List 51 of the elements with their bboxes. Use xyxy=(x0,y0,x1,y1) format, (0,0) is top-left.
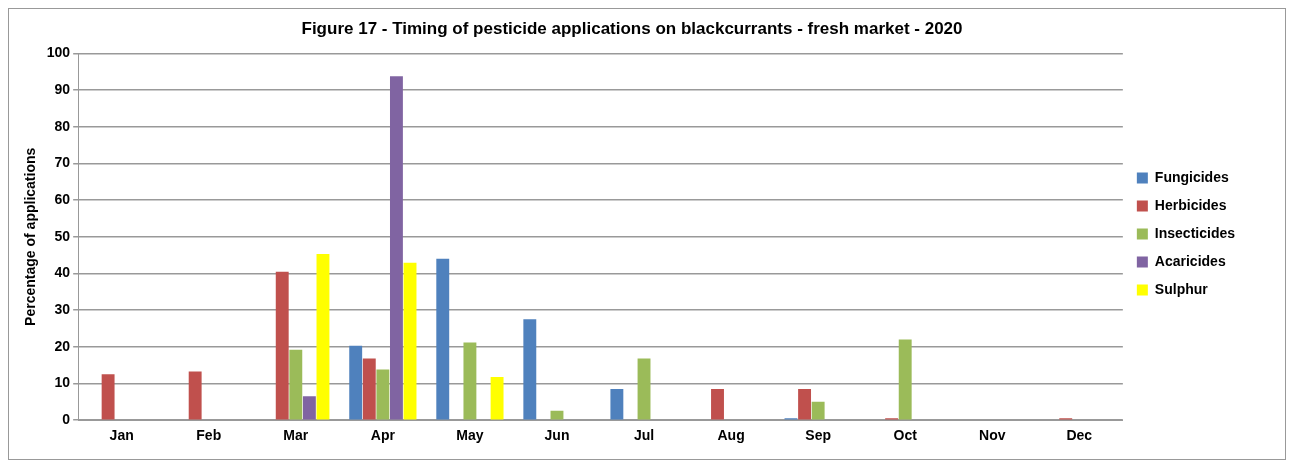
x-tick-label: Dec xyxy=(1066,427,1093,444)
bar xyxy=(711,389,724,420)
legend-label: Acaricides xyxy=(1154,252,1226,269)
y-axis-title: Percentage of applications xyxy=(22,147,39,326)
x-tick-label: Oct xyxy=(893,427,918,444)
x-tick-label: Nov xyxy=(979,427,1006,444)
legend-label: Sulphur xyxy=(1154,280,1209,297)
y-tick-label: 50 xyxy=(54,227,71,244)
y-tick-label: 30 xyxy=(54,301,71,318)
bar xyxy=(349,345,363,420)
bar xyxy=(610,389,624,420)
x-tick-label: Jan xyxy=(109,427,134,444)
bar xyxy=(463,342,477,420)
bar xyxy=(362,358,376,420)
bar xyxy=(389,76,403,420)
bar xyxy=(490,376,504,420)
y-tick-label: 60 xyxy=(54,190,71,207)
bar xyxy=(523,319,537,420)
bar xyxy=(403,262,417,420)
bar xyxy=(289,349,303,420)
y-tick-label: 100 xyxy=(46,44,71,61)
x-tick-label: Apr xyxy=(370,427,396,444)
x-tick-label: Mar xyxy=(283,427,309,444)
bar xyxy=(302,396,316,420)
bar xyxy=(436,258,450,420)
bar xyxy=(275,271,289,420)
y-tick-label: 80 xyxy=(54,117,71,134)
y-tick-label: 70 xyxy=(54,154,71,171)
legend-label: Insecticides xyxy=(1154,224,1236,241)
y-tick-label: 10 xyxy=(54,374,71,391)
x-tick-label: Feb xyxy=(196,427,222,444)
y-tick-label: 20 xyxy=(54,337,71,354)
bar xyxy=(188,371,202,420)
chart-title: Figure 17 - Timing of pesticide applications on blackcurrants - fresh market - 2020 xyxy=(301,18,963,38)
y-tick-label: 90 xyxy=(54,80,71,97)
x-tick-label: Jul xyxy=(633,427,655,444)
x-tick-label: Jun xyxy=(544,427,570,444)
bar xyxy=(637,358,651,420)
x-tick-label: Sep xyxy=(805,427,831,444)
legend-label: Herbicides xyxy=(1154,196,1227,213)
legend-label: Fungicides xyxy=(1154,168,1229,185)
bar xyxy=(811,401,825,420)
x-tick-label: May xyxy=(456,427,484,444)
x-tick-label: Aug xyxy=(717,427,745,444)
y-tick-label: 40 xyxy=(54,264,71,281)
y-tick-label: 0 xyxy=(62,411,71,428)
bar xyxy=(798,389,812,420)
bar xyxy=(376,369,390,420)
bar xyxy=(316,254,330,420)
bar xyxy=(101,374,115,420)
bar xyxy=(898,339,912,420)
